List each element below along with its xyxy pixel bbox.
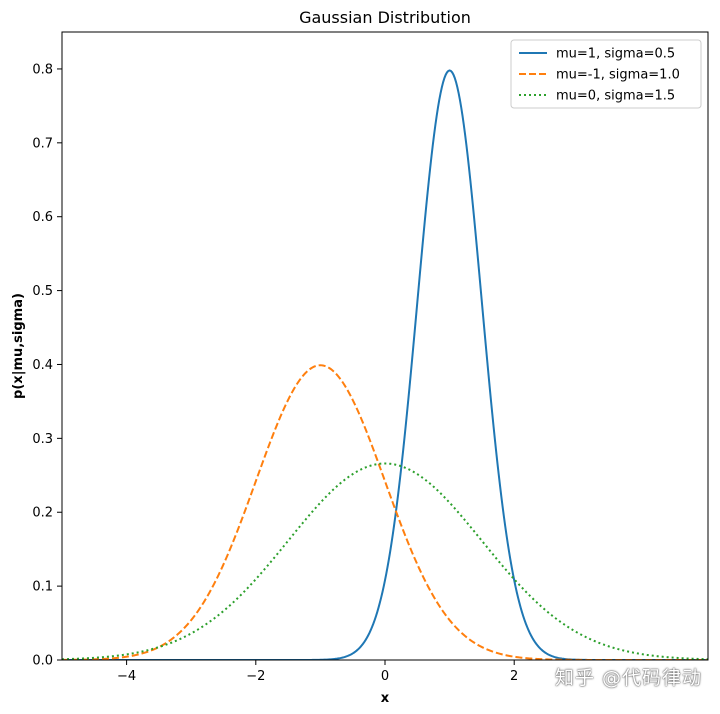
x-tick-label: 2 — [510, 669, 518, 684]
series-line-3 — [62, 462, 708, 660]
y-axis-label: p(x|mu,sigma) — [11, 293, 26, 399]
series-line-1 — [62, 69, 708, 660]
x-tick-label: 0 — [381, 669, 389, 684]
watermark: 知乎 @代码律动 — [554, 667, 702, 689]
plot-area — [62, 69, 708, 660]
y-tick-label: 0.6 — [32, 210, 53, 225]
y-tick-label: 0.8 — [32, 62, 53, 77]
y-tick-label: 0.7 — [32, 136, 53, 151]
y-tick-label: 0.0 — [32, 654, 53, 669]
legend-entry: mu=1, sigma=0.5 — [556, 47, 675, 62]
x-tick-label: −2 — [246, 669, 265, 684]
y-tick-label: 0.4 — [32, 358, 53, 373]
y-tick-label: 0.3 — [32, 432, 53, 447]
legend-box — [510, 39, 702, 109]
y-tick-label: 0.1 — [32, 580, 53, 595]
legend-entry: mu=0, sigma=1.5 — [556, 89, 675, 104]
series-line-2 — [62, 364, 708, 660]
chart-title: Gaussian Distribution — [299, 8, 471, 27]
y-tick-label: 0.5 — [32, 284, 53, 299]
legend-entry: mu=-1, sigma=1.0 — [556, 68, 680, 83]
x-axis: −4 −2 0 2 — [117, 660, 518, 684]
y-tick-label: 0.2 — [32, 506, 53, 521]
legend: mu=1, sigma=0.5 mu=-1, sigma=1.0 mu=0, sig… — [510, 39, 702, 109]
x-axis-label: x — [381, 691, 390, 706]
x-tick-label: −4 — [117, 669, 136, 684]
y-axis: 0.0 0.1 0.2 0.3 0.4 0.5 0.6 0.7 0.8 — [32, 62, 62, 669]
plot-frame — [61, 31, 709, 661]
